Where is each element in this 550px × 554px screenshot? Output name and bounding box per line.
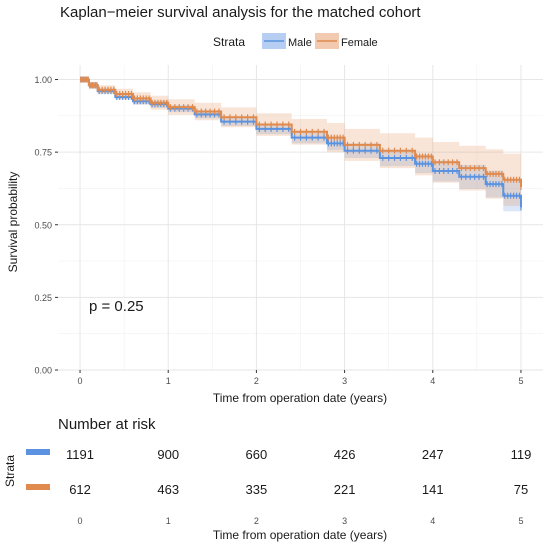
risk-count: 900 bbox=[157, 447, 179, 462]
risk-table-x-tick-label: 1 bbox=[166, 516, 171, 526]
ci-band-female bbox=[80, 79, 521, 215]
x-tick-label: 0 bbox=[78, 376, 83, 386]
legend: Strata Male Female bbox=[213, 33, 378, 49]
risk-count: 1191 bbox=[66, 447, 94, 462]
risk-count: 119 bbox=[511, 447, 532, 462]
risk-row-swatch-female bbox=[26, 484, 50, 490]
risk-table-x-tick-label: 2 bbox=[254, 516, 259, 526]
risk-table: Number at risk Strata 1191 900 660 426 247 11… bbox=[3, 416, 531, 542]
risk-count: 612 bbox=[69, 482, 91, 497]
risk-table-x-tick-label: 4 bbox=[430, 516, 435, 526]
legend-label-male: Male bbox=[288, 37, 312, 49]
risk-table-x-tick-label: 3 bbox=[342, 516, 347, 526]
risk-count: 426 bbox=[334, 447, 356, 462]
risk-count: 660 bbox=[246, 447, 268, 462]
x-tick-label: 3 bbox=[342, 376, 347, 386]
x-tick-label: 1 bbox=[166, 376, 171, 386]
y-tick-label: 0.75 bbox=[34, 148, 52, 158]
survival-curve-female bbox=[80, 78, 522, 187]
y-tick-label: 0.00 bbox=[34, 366, 52, 376]
x-axis-title: Time from operation date (years) bbox=[213, 391, 387, 405]
y-tick-label: 1.00 bbox=[34, 75, 52, 85]
x-tick-label: 5 bbox=[518, 376, 523, 386]
chart-title: Kaplan−meier survival analysis for the m… bbox=[60, 4, 421, 21]
risk-count: 463 bbox=[157, 482, 179, 497]
risk-table-x-tick-label: 5 bbox=[518, 516, 523, 526]
risk-table-x-axis-title: Time from operation date (years) bbox=[213, 528, 387, 542]
risk-row-male: 1191 900 660 426 247 119 bbox=[26, 447, 531, 462]
risk-count: 75 bbox=[514, 482, 528, 497]
risk-table-x-tick-label: 0 bbox=[78, 516, 83, 526]
legend-label-female: Female bbox=[341, 37, 378, 49]
censor-marks-male bbox=[80, 76, 522, 211]
risk-row-female: 612 463 335 221 141 75 bbox=[26, 482, 528, 497]
x-tick-label: 4 bbox=[430, 376, 435, 386]
risk-table-strata-label: Strata bbox=[3, 455, 17, 487]
risk-count: 335 bbox=[246, 482, 268, 497]
risk-count: 247 bbox=[422, 447, 444, 462]
y-tick-label: 0.50 bbox=[34, 220, 52, 230]
risk-table-title: Number at risk bbox=[58, 416, 156, 433]
risk-count: 141 bbox=[422, 482, 444, 497]
risk-row-swatch-male bbox=[26, 449, 50, 455]
p-value: p = 0.25 bbox=[89, 298, 144, 315]
censor-marks-female bbox=[80, 76, 522, 190]
risk-table-cells: 1191 900 660 426 247 119 612 463 335 221 141 75 0 1 2 3… bbox=[26, 447, 531, 526]
y-tick-label: 0.25 bbox=[34, 293, 52, 303]
legend-title: Strata bbox=[213, 35, 245, 49]
y-axis-title: Survival probability bbox=[6, 172, 20, 273]
x-tick-label: 2 bbox=[254, 376, 259, 386]
legend-item-male: Male bbox=[262, 33, 312, 49]
legend-item-female: Female bbox=[315, 33, 378, 49]
risk-count: 221 bbox=[334, 482, 356, 497]
survival-series-female bbox=[80, 76, 522, 190]
plot-panel: 0.00 0.25 0.50 0.75 1.00 0 1 2 3 4 5 bbox=[34, 65, 543, 386]
